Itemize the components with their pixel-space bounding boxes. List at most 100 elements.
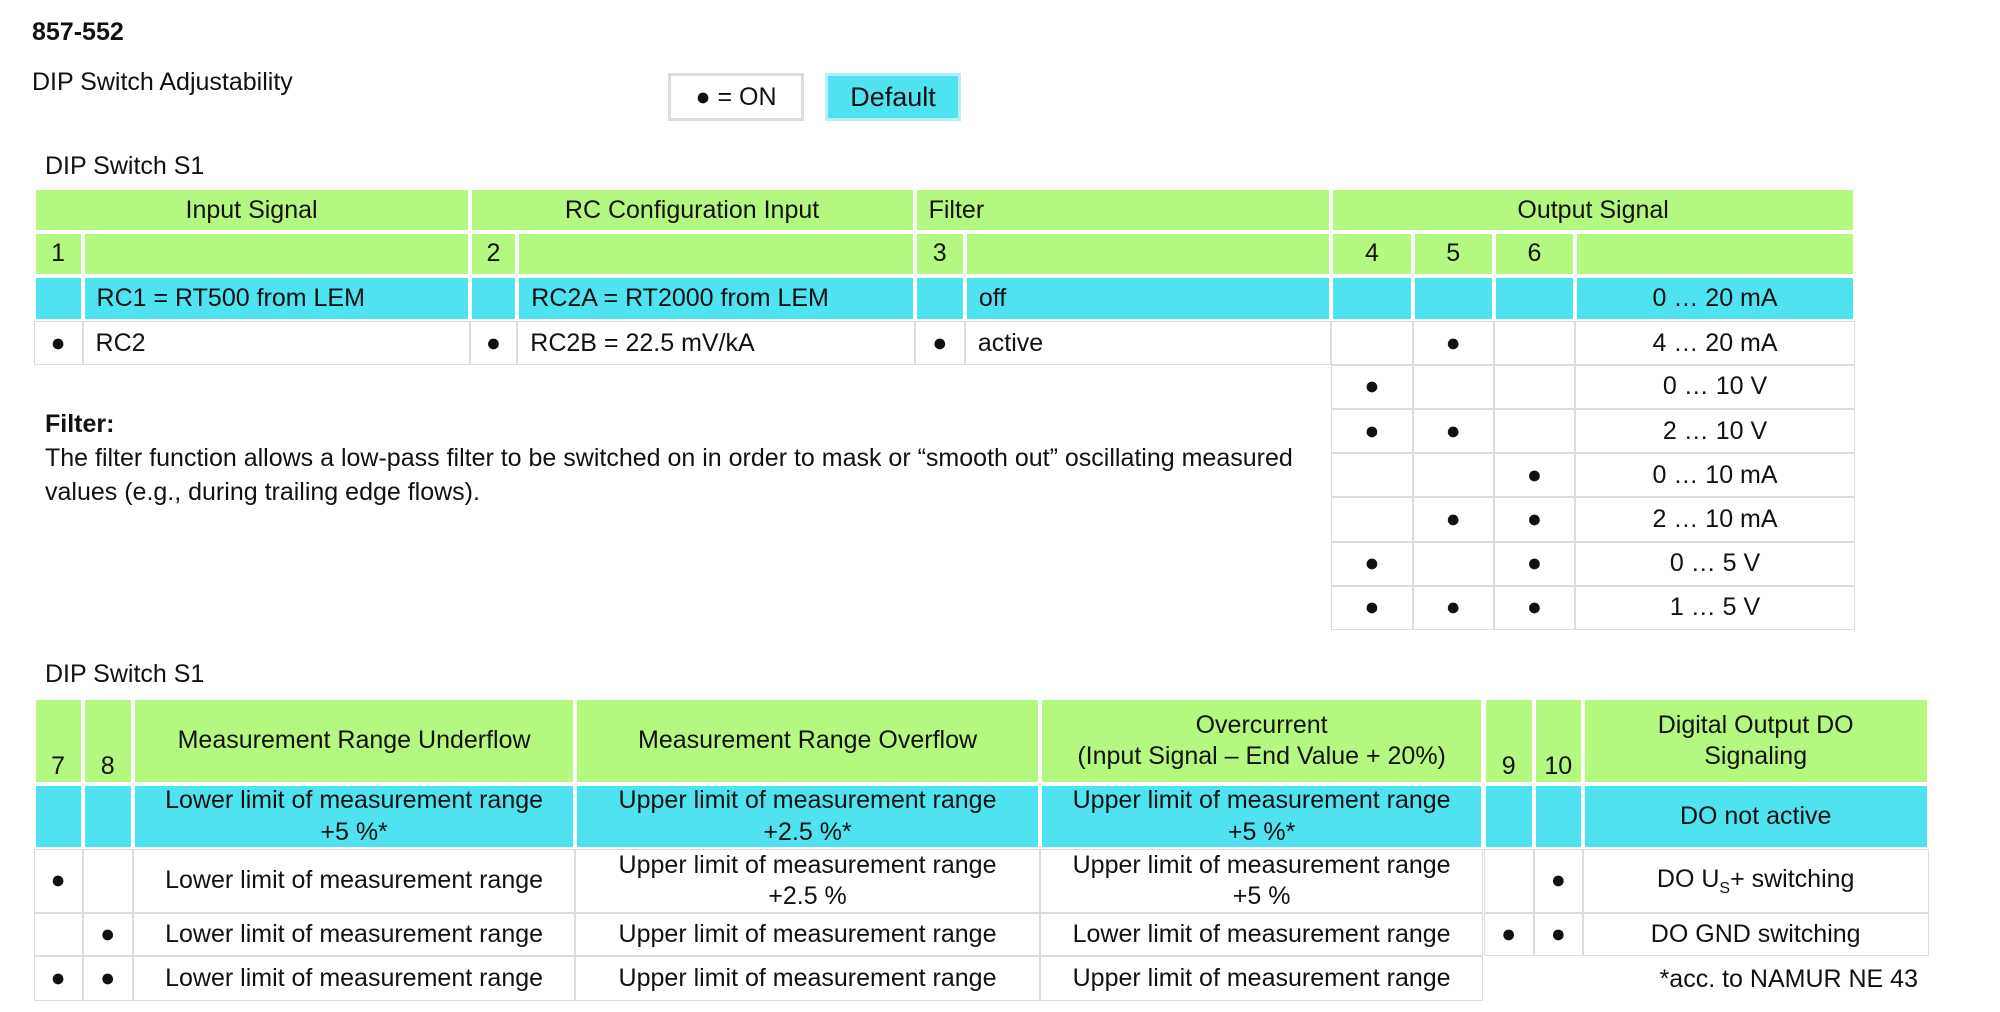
cell-text: + switching: [1730, 864, 1855, 893]
table-cell: Upper limit of measurement range +5 %: [1039, 848, 1484, 914]
table-cell: Measurement Range Overflow: [575, 697, 1040, 785]
table-cell: 2 … 10 V: [1575, 409, 1855, 454]
doc-code: 857-552: [32, 18, 124, 46]
table-cell: Lower limit of measurement range: [132, 848, 576, 914]
table-cell: DO US+ switching: [1582, 848, 1929, 914]
note-text: The filter function allows a low-pass fi…: [45, 444, 1293, 506]
table-cell: [517, 232, 915, 277]
table-cell: ●: [1412, 585, 1494, 630]
table-cell: [1575, 232, 1855, 277]
table-cell: 2: [469, 232, 518, 277]
table-cell: ●: [1483, 913, 1534, 956]
table-cell: ●: [1493, 585, 1576, 630]
table-cell: ●: [1331, 585, 1413, 630]
table-cell: Filter: [914, 188, 1332, 233]
table-cell: Upper limit of measurement range: [575, 913, 1040, 956]
cell-text: DO U: [1656, 864, 1720, 893]
footnote: *acc. to NAMUR NE 43: [1659, 965, 1918, 993]
table-cell: [1331, 497, 1413, 542]
table-cell: ●: [33, 321, 83, 366]
table-cell: [1493, 365, 1576, 410]
table-cell: 4 … 20 mA: [1575, 321, 1855, 366]
table-cell: ●: [469, 321, 518, 366]
table-cell: 10: [1533, 697, 1583, 785]
table-cell: [1533, 784, 1583, 849]
table-cell: 0 … 10 mA: [1575, 453, 1855, 498]
table-cell: [1412, 453, 1494, 498]
table-cell: [1412, 365, 1494, 410]
table-cell: active: [964, 321, 1332, 366]
table-cell: Upper limit of measurement range: [1039, 955, 1484, 1002]
table-cell: 0 … 10 V: [1575, 365, 1855, 410]
table-cell: RC2A = RT2000 from LEM: [517, 276, 915, 322]
table-cell: Upper limit of measurement range +2.5 %*: [575, 784, 1040, 849]
table-cell: RC2B = 22.5 mV/kA: [517, 321, 915, 366]
table-cell: ●: [1493, 453, 1576, 498]
legend-default: Default: [825, 73, 961, 121]
table-cell: Measurement Range Underflow: [132, 697, 576, 785]
table-cell: ●: [1331, 541, 1413, 586]
table-cell: Lower limit of measurement range: [1039, 913, 1484, 956]
table-cell: 0 … 5 V: [1575, 541, 1855, 586]
table-cell: [1412, 541, 1494, 586]
table-cell: RC2: [82, 321, 470, 366]
table-cell: DO not active: [1582, 784, 1929, 849]
table-cell: Input Signal: [33, 188, 470, 233]
table-cell: [33, 276, 83, 322]
table-cell: [1331, 321, 1413, 366]
table-cell: 3: [914, 232, 965, 277]
table-cell: [82, 784, 133, 849]
table-cell: ●: [1493, 497, 1576, 542]
table-cell: [1331, 276, 1413, 322]
table-cell: DO GND switching: [1582, 913, 1929, 956]
table-cell: 7: [33, 697, 83, 785]
table-cell: ●: [914, 321, 965, 366]
table-cell: [1483, 784, 1534, 849]
table-cell: off: [964, 276, 1332, 322]
table-cell: Upper limit of measurement range +2.5 %: [575, 848, 1040, 914]
table-cell: [33, 913, 83, 956]
table-cell: ●: [1331, 409, 1413, 454]
table-cell: [1483, 848, 1534, 914]
table-cell: 0 … 20 mA: [1575, 276, 1855, 322]
table-cell: [1412, 276, 1494, 322]
table-cell: Output Signal: [1331, 188, 1855, 233]
table-cell: ●: [82, 913, 133, 956]
table-cell: [82, 232, 470, 277]
table-cell: [964, 232, 1332, 277]
doc-title: DIP Switch Adjustability: [32, 68, 293, 96]
table-cell: RC Configuration Input: [469, 188, 915, 233]
table-cell: Lower limit of measurement range +5 %*: [132, 784, 576, 849]
table-cell: [1493, 276, 1576, 322]
table-cell: Overcurrent (Input Signal – End Value + …: [1039, 697, 1484, 785]
legend-on: ● = ON: [668, 73, 804, 121]
table-cell: 5: [1412, 232, 1494, 277]
table-cell: 9: [1483, 697, 1534, 785]
table-caption: DIP Switch S1: [45, 152, 205, 180]
table-cell: ●: [1412, 497, 1494, 542]
table-cell: 4: [1331, 232, 1413, 277]
table-cell: ●: [33, 848, 83, 914]
table-cell: ●: [1533, 913, 1583, 956]
table-cell: ●: [1533, 848, 1583, 914]
table-cell: 1: [33, 232, 83, 277]
table-cell: Lower limit of measurement range: [132, 955, 576, 1002]
table-cell: [1493, 321, 1576, 366]
table-cell: Upper limit of measurement range: [575, 955, 1040, 1002]
table-cell: Lower limit of measurement range: [132, 913, 576, 956]
table-cell: [33, 784, 83, 849]
table-cell: ●: [1412, 321, 1494, 366]
table-cell: 1 … 5 V: [1575, 585, 1855, 630]
table-cell: ●: [1412, 409, 1494, 454]
table-cell: RC1 = RT500 from LEM: [82, 276, 470, 322]
table-cell: ●: [33, 955, 83, 1002]
table-cell: [914, 276, 965, 322]
table-cell: 6: [1493, 232, 1576, 277]
table-cell: [469, 276, 518, 322]
table-cell: 8: [82, 697, 133, 785]
table-cell: [1331, 453, 1413, 498]
table-cell: Upper limit of measurement range +5 %*: [1039, 784, 1484, 849]
table-cell: ●: [1331, 365, 1413, 410]
table-cell: [1493, 409, 1576, 454]
